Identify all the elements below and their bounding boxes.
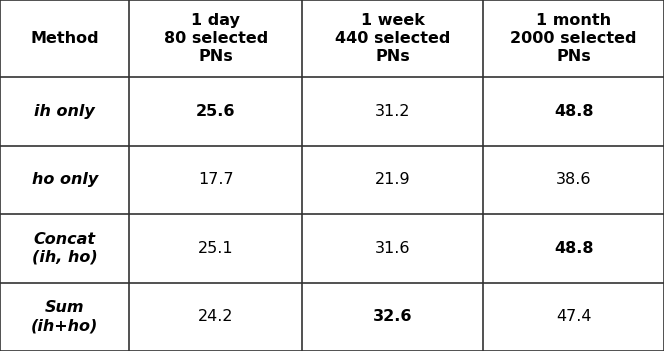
Text: 31.6: 31.6	[375, 241, 410, 256]
Text: ih only: ih only	[35, 104, 95, 119]
Text: 21.9: 21.9	[375, 172, 410, 187]
Text: 1 month
2000 selected
PNs: 1 month 2000 selected PNs	[511, 13, 637, 64]
Text: Sum
(ih+ho): Sum (ih+ho)	[31, 300, 98, 333]
Text: 48.8: 48.8	[554, 104, 594, 119]
Text: 1 day
80 selected
PNs: 1 day 80 selected PNs	[163, 13, 268, 64]
Text: 38.6: 38.6	[556, 172, 592, 187]
Text: 25.6: 25.6	[196, 104, 236, 119]
Text: 25.1: 25.1	[198, 241, 234, 256]
Text: 31.2: 31.2	[375, 104, 410, 119]
Text: Method: Method	[31, 31, 99, 46]
Text: 47.4: 47.4	[556, 309, 592, 324]
Text: 17.7: 17.7	[198, 172, 234, 187]
Text: 48.8: 48.8	[554, 241, 594, 256]
Text: Concat
(ih, ho): Concat (ih, ho)	[32, 232, 98, 265]
Text: 1 week
440 selected
PNs: 1 week 440 selected PNs	[335, 13, 450, 64]
Text: ho only: ho only	[32, 172, 98, 187]
Text: 32.6: 32.6	[373, 309, 412, 324]
Text: 24.2: 24.2	[198, 309, 234, 324]
